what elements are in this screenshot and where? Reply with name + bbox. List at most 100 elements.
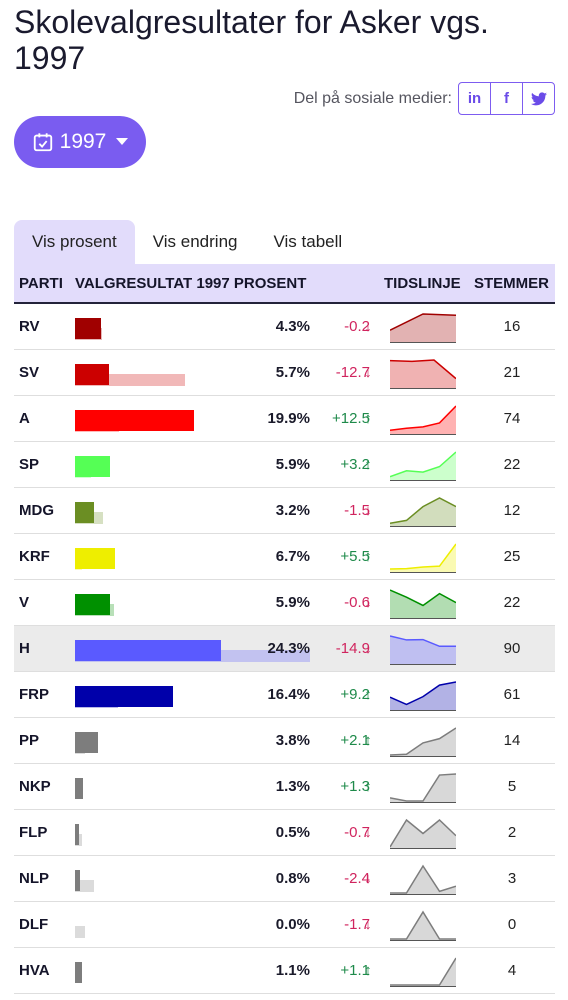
percent-value: 24.3% (267, 640, 310, 657)
table-row[interactable]: NKP 1.3% +1.3 ↑ 5 (14, 764, 555, 810)
tab-vis-endring[interactable]: Vis endring (152, 232, 238, 251)
timeline-area (390, 498, 456, 527)
timeline-sparkline (390, 543, 456, 573)
timeline-sparkline (390, 635, 456, 665)
percent-value: 16.4% (267, 686, 310, 703)
table-row[interactable]: DLF 0.0% -1.7 ↓ 0 (14, 902, 555, 948)
result-bar (75, 824, 79, 845)
timeline-sparkline (390, 910, 456, 941)
change-value: -1.5 (344, 502, 370, 519)
timeline-area (390, 314, 456, 343)
change-value: -14.9 (335, 640, 370, 657)
change-value: +1.1 (340, 962, 370, 979)
table-row[interactable]: FLP 0.5% -0.7 ↓ 2 (14, 810, 555, 856)
caret-down-icon (116, 138, 129, 145)
percent-value: 5.9% (275, 594, 310, 611)
votes-value: 2 (507, 824, 517, 841)
year-select-button[interactable]: 1997 (14, 116, 146, 168)
previous-result-bar (75, 880, 95, 892)
timeline-sparkline (390, 727, 456, 757)
change-value: -12.7 (335, 364, 370, 381)
change-value: -0.2 (344, 318, 370, 335)
twitter-button[interactable] (523, 83, 554, 114)
table-row[interactable]: PP 3.8% +2.1 ↑ 14 (14, 718, 555, 764)
linkedin-button[interactable]: in (459, 83, 491, 114)
result-bar (75, 778, 83, 799)
timeline-area (390, 958, 456, 987)
result-bar (75, 732, 98, 753)
party-name: NLP (19, 870, 49, 887)
result-bar (75, 410, 195, 431)
table-row[interactable]: HVA 1.1% +1.1 ↑ 4 (14, 948, 555, 994)
calendar-check-icon (33, 133, 52, 152)
percent-value: 1.1% (275, 962, 310, 979)
result-bar (75, 640, 221, 661)
votes-value: 3 (507, 870, 517, 887)
votes-value: 90 (503, 640, 521, 657)
table-row[interactable]: V 5.9% -0.6 ↓ 22 (14, 580, 555, 626)
share-bar: Del på sosiale medier: in f (294, 82, 555, 115)
result-bar (75, 870, 80, 891)
tab-vis-prosent[interactable]: Vis prosent (14, 220, 135, 264)
result-bar (75, 364, 110, 385)
percent-value: 4.3% (275, 318, 310, 335)
table-row[interactable]: KRF 6.7% +5.5 ↑ 25 (14, 534, 555, 580)
votes-value: 22 (503, 456, 521, 473)
table-row[interactable]: A 19.9% +12.5 ↑ 74 (14, 396, 555, 442)
arrow-down-icon: ↓ (364, 640, 372, 657)
tab-vis-tabell[interactable]: Vis tabell (273, 232, 343, 251)
change-value: +1.3 (340, 778, 370, 795)
timeline-area (390, 636, 456, 665)
party-name: H (19, 640, 30, 657)
change-value: +2.1 (340, 732, 370, 749)
votes-value: 21 (503, 364, 521, 381)
table-row[interactable]: RV 4.3% -0.2 ↓ 16 (14, 304, 555, 350)
votes-value: 61 (503, 686, 521, 703)
party-name: SP (19, 456, 40, 473)
percent-value: 0.5% (275, 824, 310, 841)
party-name: MDG (19, 502, 54, 519)
page-title: Skolevalgresultater for Asker vgs. 1997 (14, 4, 489, 76)
timeline-line (390, 589, 456, 607)
table-row[interactable]: MDG 3.2% -1.5 ↓ 12 (14, 488, 555, 534)
facebook-button[interactable]: f (491, 83, 523, 114)
timeline-line (390, 451, 456, 478)
percent-value: 1.3% (275, 778, 310, 795)
arrow-up-icon: ↑ (364, 410, 372, 427)
twitter-icon (530, 91, 547, 105)
timeline-area (390, 774, 456, 803)
timeline-line (390, 818, 456, 848)
timeline-sparkline (390, 451, 456, 481)
votes-value: 74 (503, 410, 521, 427)
timeline-line (390, 864, 456, 894)
arrow-up-icon: ↑ (364, 548, 372, 565)
timeline-sparkline (390, 405, 456, 435)
result-bar (75, 318, 101, 339)
facebook-icon: f (504, 90, 509, 107)
table-header: PARTI VALGRESULTAT 1997 PROSENT TIDSLINJ… (14, 264, 555, 304)
table-row[interactable]: SP 5.9% +3.2 ↑ 22 (14, 442, 555, 488)
timeline-area (390, 406, 456, 435)
table-row[interactable]: FRP 16.4% +9.2 ↑ 61 (14, 672, 555, 718)
result-bar (75, 548, 116, 569)
table-row[interactable]: NLP 0.8% -2.4 ↓ 3 (14, 856, 555, 902)
timeline-sparkline (390, 681, 456, 711)
table-row[interactable]: SV 5.7% -12.7 ↓ 21 (14, 350, 555, 396)
timeline-line (390, 359, 456, 380)
arrow-down-icon: ↓ (364, 824, 372, 841)
timeline-line (390, 543, 456, 570)
header-votes: STEMMER (474, 275, 549, 292)
table-row[interactable]: H 24.3% -14.9 ↓ 90 (14, 626, 555, 672)
timeline-sparkline (390, 589, 456, 619)
percent-value: 0.8% (275, 870, 310, 887)
timeline-line (390, 957, 456, 986)
timeline-sparkline (390, 864, 456, 895)
arrow-down-icon: ↓ (364, 916, 372, 933)
timeline-area (390, 820, 456, 849)
change-value: -2.4 (344, 870, 370, 887)
party-name: A (19, 410, 30, 427)
arrow-down-icon: ↓ (364, 594, 372, 611)
party-name: DLF (19, 916, 49, 933)
party-name: NKP (19, 778, 51, 795)
votes-value: 22 (503, 594, 521, 611)
